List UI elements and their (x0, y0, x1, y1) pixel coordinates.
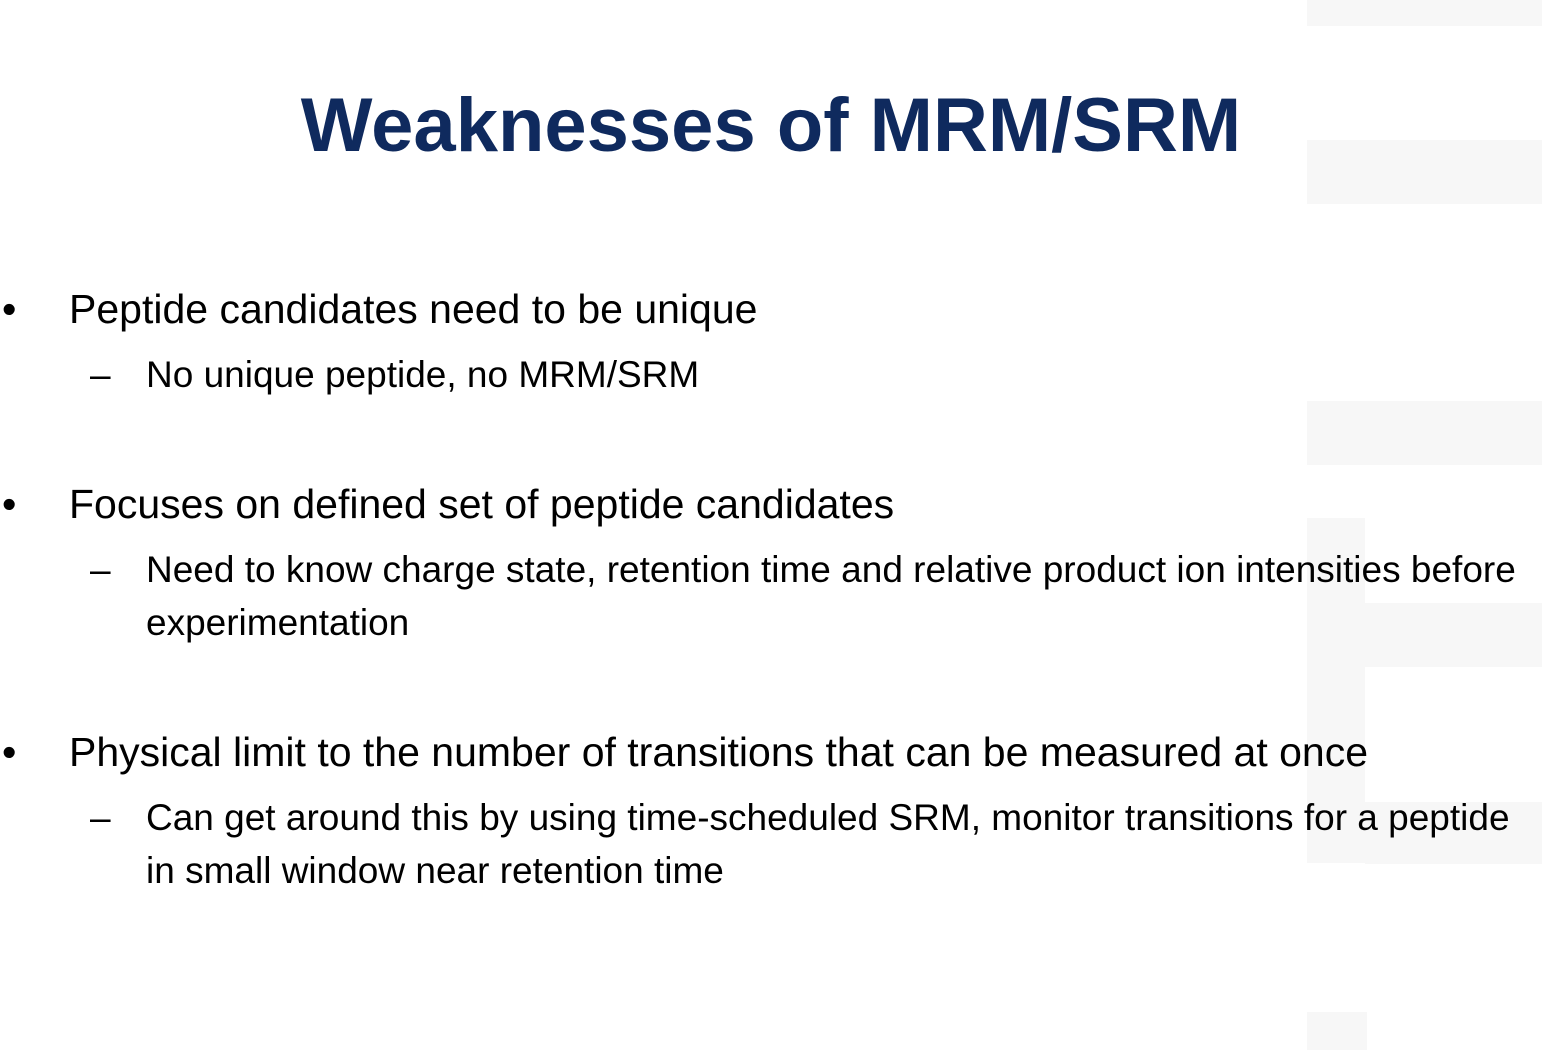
watermark-shape (1365, 603, 1542, 667)
sub-bullet-marker: – (90, 549, 111, 590)
watermark-shape (1307, 518, 1365, 863)
sub-bullet-text: Can get around this by using time-schedu… (146, 797, 1510, 891)
bullet-marker: • (2, 286, 17, 332)
bullet-marker: • (2, 729, 17, 775)
watermark-shape (1365, 802, 1542, 864)
bullet-text: Peptide candidates need to be unique (69, 286, 758, 332)
bullet-text: Physical limit to the number of transiti… (69, 729, 1369, 775)
slide-title: Weaknesses of MRM/SRM (300, 83, 1242, 168)
bullet-text: Focuses on defined set of peptide candid… (69, 481, 895, 527)
watermark-shape (1307, 401, 1542, 465)
sub-bullet-text: Need to know charge state, retention tim… (146, 549, 1516, 643)
watermark-shape (1307, 140, 1542, 204)
sub-bullet-marker: – (90, 354, 111, 395)
watermark-shape (1307, 1012, 1367, 1050)
sub-bullet-text: No unique peptide, no MRM/SRM (146, 354, 700, 395)
bullet-marker: • (2, 481, 17, 527)
sub-bullet-marker: – (90, 797, 111, 838)
watermark-shape (1307, 0, 1542, 26)
